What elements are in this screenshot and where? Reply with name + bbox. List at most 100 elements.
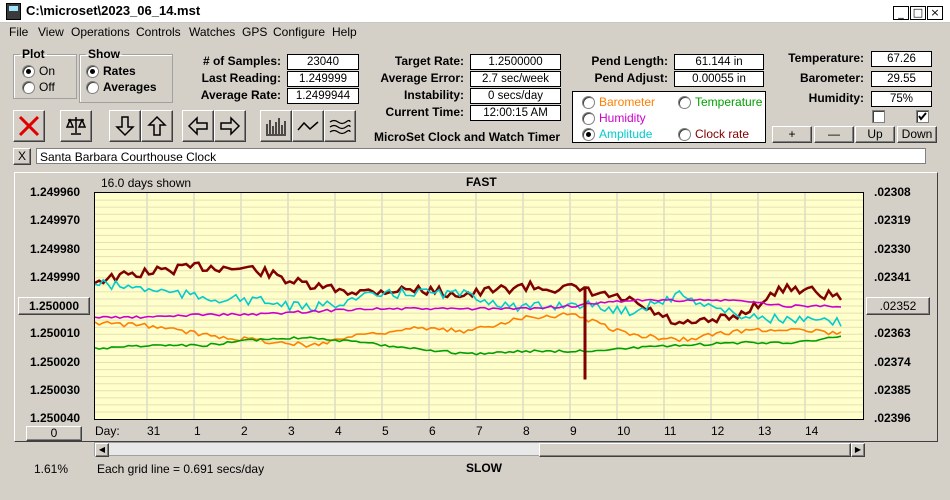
- temperature-value: 67.26: [871, 51, 932, 67]
- window-title: C:\microset\2023_06_14.mst: [26, 3, 201, 18]
- arrow-left-button[interactable]: [182, 110, 214, 142]
- plot-on-radio[interactable]: [22, 65, 35, 78]
- maximize-icon[interactable]: □: [910, 6, 926, 20]
- clock-rate-radio[interactable]: [678, 128, 691, 141]
- menu-bar: File View Operations Controls Watches GP…: [0, 23, 950, 41]
- average-error-value: 2.7 sec/week: [470, 71, 561, 87]
- temperature-radio[interactable]: [678, 96, 691, 109]
- menu-operations[interactable]: Operations: [71, 25, 130, 39]
- amplitude-radio[interactable]: [582, 128, 595, 141]
- humidity-option-label: Humidity: [599, 111, 646, 125]
- clock-name-close-button[interactable]: X: [13, 148, 31, 165]
- clock-name-input[interactable]: Santa Barbara Courthouse Clock: [36, 148, 926, 164]
- minimize-icon[interactable]: _: [893, 6, 909, 20]
- day-tick-label: 11: [664, 424, 677, 438]
- scale-down-button[interactable]: Down: [897, 126, 937, 143]
- close-icon[interactable]: ×: [927, 6, 943, 20]
- barometer-label: Barometer:: [799, 71, 864, 85]
- plot-svg: [95, 193, 863, 419]
- series-line-amplitude: [95, 278, 842, 327]
- y-right-tick-label: .02308: [874, 185, 911, 199]
- day-tick-label: 31: [147, 424, 161, 438]
- target-rate-value[interactable]: 1.2500000: [470, 54, 561, 70]
- samples-value: 23040: [287, 54, 359, 70]
- offset-zero-button[interactable]: 0: [26, 426, 82, 441]
- scale-up-button[interactable]: Up: [855, 126, 895, 143]
- average-rate-label: Average Rate:: [200, 88, 281, 102]
- arrow-down-button[interactable]: [109, 110, 141, 142]
- menu-configure[interactable]: Configure: [273, 25, 326, 39]
- amplitude-option-label: Amplitude: [599, 127, 653, 141]
- plot-group: Plot: [13, 47, 77, 99]
- percent-readout: 1.61%: [34, 462, 69, 476]
- plot-on-label: On: [39, 64, 56, 78]
- scale-plus-button[interactable]: +: [772, 126, 812, 143]
- arrow-right-button[interactable]: [214, 110, 246, 142]
- menu-view[interactable]: View: [38, 25, 64, 39]
- grid-note: Each grid line = 0.691 secs/day: [97, 462, 265, 476]
- show-rates-radio[interactable]: [86, 65, 99, 78]
- plot-off-radio[interactable]: [22, 81, 35, 94]
- app-icon: [6, 3, 21, 20]
- scroll-left-icon[interactable]: ◀: [95, 443, 109, 457]
- day-tick-label: 13: [758, 424, 772, 438]
- show-rates-label: Rates: [103, 64, 136, 78]
- pend-adjust-value: 0.00055 in: [674, 71, 764, 87]
- current-time-label: Current Time:: [385, 105, 464, 119]
- line-graph-button[interactable]: [292, 110, 324, 142]
- day-tick-label: 6: [429, 424, 436, 438]
- day-tick-label: 12: [711, 424, 725, 438]
- y-left-tick-label: 1.250040: [30, 411, 81, 425]
- menu-help[interactable]: Help: [332, 25, 357, 39]
- series-line-barometer: [95, 312, 842, 349]
- day-tick-label: 8: [523, 424, 530, 438]
- menu-file[interactable]: File: [9, 25, 29, 39]
- scale-checkbox-2[interactable]: [916, 110, 929, 123]
- menu-gps[interactable]: GPS: [242, 25, 268, 39]
- y-left-tick-label: 1.249960: [30, 185, 81, 199]
- menu-watches[interactable]: Watches: [189, 25, 236, 39]
- center-value-button[interactable]: 1.250000: [18, 297, 90, 315]
- y-left-tick-label: 1.249970: [30, 213, 81, 228]
- y-left-tick-label: 1.249990: [30, 269, 81, 284]
- y-left-tick-label: 1.249980: [30, 241, 81, 256]
- right-center-button[interactable]: .02352: [866, 297, 930, 315]
- humidity-radio[interactable]: [582, 112, 595, 125]
- barometer-radio[interactable]: [582, 96, 595, 109]
- day-prefix: Day:: [95, 424, 120, 438]
- scale-checkbox-1[interactable]: [872, 110, 885, 123]
- stop-icon: [18, 115, 40, 137]
- y-right-tick-label: .02319: [874, 213, 911, 228]
- day-tick-label: 3: [288, 424, 295, 438]
- wave-graph-icon: [329, 119, 351, 135]
- arrow-left-icon: [187, 116, 208, 136]
- day-tick-label: 5: [382, 424, 389, 438]
- arrow-up-icon: [147, 115, 167, 136]
- show-group: Show: [79, 47, 173, 103]
- show-legend: Show: [88, 47, 120, 61]
- day-tick-label: 10: [617, 424, 631, 438]
- instability-label: Instability:: [403, 88, 464, 102]
- wave-graph-button[interactable]: [324, 110, 356, 142]
- target-rate-label: Target Rate:: [394, 54, 464, 68]
- scroll-thumb[interactable]: [539, 443, 851, 457]
- y-right-tick-label: .02396: [874, 411, 911, 425]
- day-tick-label: 1: [194, 424, 201, 438]
- stop-button[interactable]: [13, 110, 45, 142]
- y-left-tick-label: 1.250030: [30, 382, 81, 397]
- show-averages-radio[interactable]: [86, 81, 99, 94]
- balance-button[interactable]: [60, 110, 92, 142]
- barometer-option-label: Barometer: [599, 95, 656, 109]
- overlay-selector: [572, 91, 766, 143]
- scroll-right-icon[interactable]: ▶: [851, 443, 865, 457]
- y-right-tick-label: .02341: [874, 269, 911, 284]
- balance-icon: [65, 117, 87, 135]
- last-reading-label: Last Reading:: [201, 71, 281, 85]
- bar-graph-button[interactable]: [260, 110, 292, 142]
- menu-controls[interactable]: Controls: [136, 25, 181, 39]
- day-tick-label: 14: [805, 424, 819, 438]
- arrow-up-button[interactable]: [141, 110, 173, 142]
- scale-minus-button[interactable]: —: [814, 126, 854, 143]
- horizontal-scrollbar[interactable]: ◀ ▶: [94, 442, 865, 457]
- arrow-right-icon: [220, 116, 241, 136]
